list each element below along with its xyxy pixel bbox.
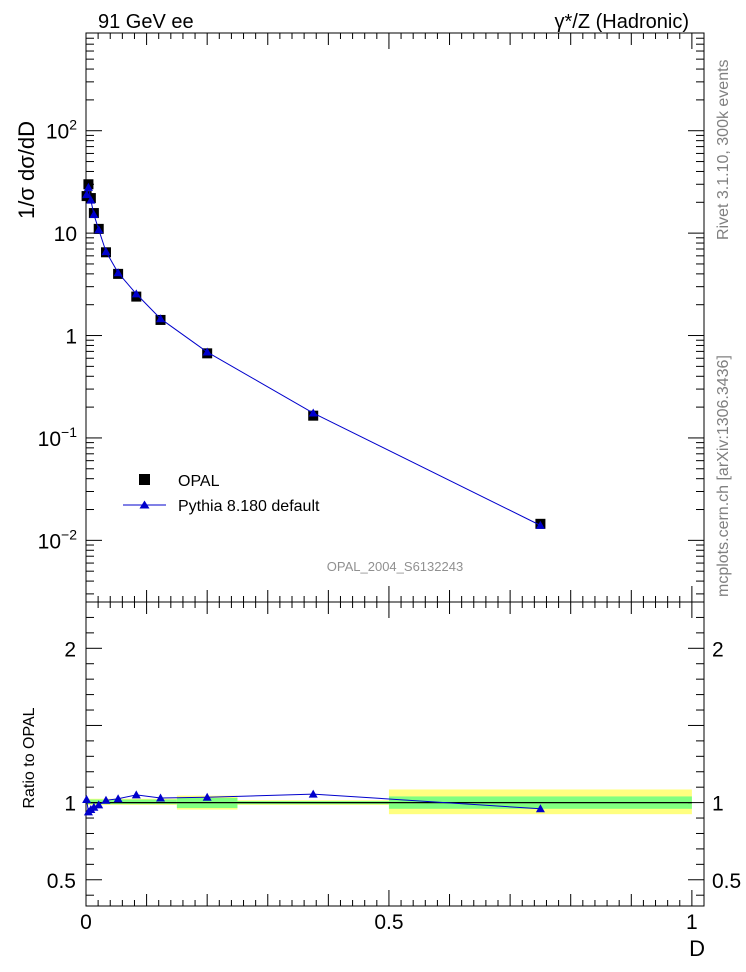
x-tick-label: 0.5 <box>374 911 403 934</box>
y-tick-label: 10 <box>54 223 77 246</box>
pythia-data-point <box>202 347 212 356</box>
ratio-data-point <box>131 790 141 799</box>
ratio-data-point <box>308 789 318 798</box>
ratio-data-point <box>94 800 104 809</box>
pythia-data-point <box>156 314 166 323</box>
ratio-panel: 0 0.5 10.5 0.51 12 2 <box>47 601 741 934</box>
ratio-data-point <box>101 795 111 804</box>
ratio-data-point <box>202 792 212 801</box>
pythia-data-point <box>113 268 123 277</box>
x-tick-label: 1 <box>686 911 698 934</box>
y-tick-label: 102 <box>46 117 77 144</box>
pythia-data-point <box>89 210 99 219</box>
pythia-data-point <box>101 247 111 256</box>
legend-mc-marker <box>139 500 150 509</box>
ratio-y-tick-label: 0.5 <box>47 870 76 893</box>
main-frame <box>85 32 705 603</box>
ratio-y-tick-label: 1 <box>64 793 76 816</box>
ratio-data-point <box>113 794 123 803</box>
pythia-data-point <box>83 182 93 191</box>
y-tick-label-exponent: −1 <box>61 424 77 440</box>
x-tick-label: 0 <box>80 911 92 934</box>
ratio-ylabel: Ratio to OPAL <box>21 707 38 808</box>
y-tick-label-base: 10 <box>46 121 69 144</box>
ratio-data-point <box>89 802 99 811</box>
ratio-frame <box>85 601 705 907</box>
pythia-data-point <box>94 225 104 234</box>
ratio-y-tick-label-right: 2 <box>712 638 724 661</box>
y-tick-label-base: 10 <box>38 428 61 451</box>
pythia-data-point <box>308 408 318 417</box>
ratio-y-tick-label-right: 1 <box>712 793 724 816</box>
analysis-watermark: OPAL_2004_S6132243 <box>327 559 463 574</box>
ratio-band-inner <box>86 799 177 805</box>
y-tick-label-exponent: 2 <box>69 117 77 133</box>
pythia-data-point <box>535 520 545 529</box>
x-axis-label: D <box>689 936 705 961</box>
legend-mc-label: Pythia 8.180 default <box>178 498 320 515</box>
pythia-data-point <box>86 195 96 204</box>
ratio-data-point <box>535 804 545 813</box>
y-tick-label-base: 10 <box>38 530 61 553</box>
pythia-series-line <box>86 187 541 526</box>
pythia-data-point <box>131 289 141 298</box>
ratio-y-tick-label-right: 0.5 <box>712 870 741 893</box>
y-tick-label: 10−1 <box>38 424 78 451</box>
ratio-y-tick-label: 2 <box>64 638 76 661</box>
y-tick-label: 10−2 <box>38 526 78 553</box>
mcplots-label: mcplots.cern.ch [arXiv:1306.3436] <box>715 355 732 597</box>
header-left: 91 GeV ee <box>98 11 194 33</box>
ratio-data-point <box>82 795 92 804</box>
ratio-data-point <box>156 793 166 802</box>
y-tick-label-base: 10 <box>54 223 77 246</box>
y-tick-label-base: 1 <box>65 326 77 349</box>
rivet-label: Rivet 3.1.10, 300k events <box>715 59 732 240</box>
legend-opal-marker <box>139 474 150 485</box>
legend: OPAL Pythia 8.180 default <box>123 473 320 515</box>
pythia-data-point <box>82 190 92 199</box>
y-tick-label-exponent: −2 <box>61 526 77 542</box>
header-right: γ*/Z (Hadronic) <box>555 11 689 33</box>
legend-opal-label: OPAL <box>178 473 220 490</box>
main-ylabel: 1/σ dσ/dD <box>14 121 39 219</box>
y-tick-label: 1 <box>65 326 77 349</box>
